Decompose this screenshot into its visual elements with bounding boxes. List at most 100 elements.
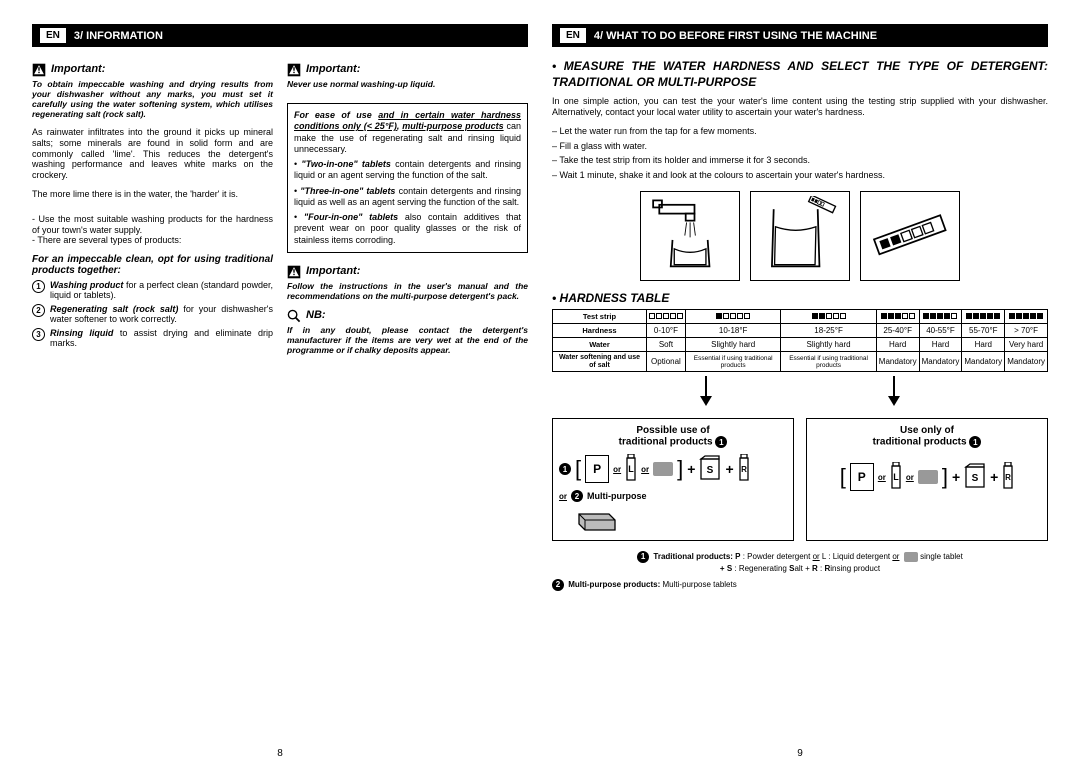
para-lime: The more lime there is in the water, the…	[32, 189, 273, 200]
item-regen-salt: 2 Regenerating salt (rock salt) for your…	[32, 304, 273, 324]
circled-1-icon: 1	[637, 551, 649, 563]
svg-text:L: L	[893, 472, 899, 482]
legend-line-1: 1 Traditional products: P : Powder deter…	[552, 551, 1048, 563]
item-1-text: Washing product for a perfect clean (sta…	[50, 280, 273, 300]
page-right: EN 4/ WHAT TO DO BEFORE FIRST USING THE …	[540, 24, 1060, 753]
circled-2-icon: 2	[571, 490, 583, 502]
svg-text:R: R	[1005, 473, 1011, 482]
page-left: EN 3/ INFORMATION Important: To obtain i…	[20, 24, 540, 753]
svg-text:L: L	[628, 464, 634, 474]
tablet-icon	[904, 552, 918, 562]
item-2-text: Regenerating salt (rock salt) for your d…	[50, 304, 273, 324]
left-columns: Important: To obtain impeccable washing …	[32, 59, 528, 363]
arrow-down-icon	[886, 376, 902, 408]
bottle-icon: L	[625, 454, 637, 484]
page-header-right: EN 4/ WHAT TO DO BEFORE FIRST USING THE …	[552, 24, 1048, 47]
legend-line-3: 2 Multi-purpose products: Multi-purpose …	[552, 579, 1048, 591]
arrows-row	[552, 372, 1048, 412]
svg-text:S: S	[972, 473, 979, 484]
header-title-right: 4/ WHAT TO DO BEFORE FIRST USING THE MAC…	[594, 30, 877, 42]
nb-block: NB:	[287, 309, 528, 323]
important-label-3: Important:	[306, 265, 360, 277]
main-heading: • MEASURE THE WATER HARDNESS AND SELECT …	[552, 59, 1048, 90]
options-row: Possible use of traditional products 1 1…	[552, 418, 1048, 541]
option-2-row: [ P or L or ] + S + R	[813, 462, 1041, 492]
svg-text:S: S	[707, 465, 714, 476]
important-block-3: Important:	[287, 265, 528, 279]
important-label-2: Important:	[306, 63, 360, 75]
page-header-left: EN 3/ INFORMATION	[32, 24, 528, 47]
option-box-possible: Possible use of traditional products 1 1…	[552, 418, 794, 541]
page-number-left: 8	[277, 748, 283, 759]
powder-box: P	[585, 455, 609, 483]
multipurpose-box: For ease of use and in certain water har…	[287, 103, 528, 253]
table-row-water: Water Soft Slightly hard Slightly hard H…	[553, 337, 1048, 351]
nb-label: NB:	[306, 309, 326, 321]
option-box-only: Use only of traditional products 1 [ P o…	[806, 418, 1048, 541]
left-col-1: Important: To obtain impeccable washing …	[32, 59, 273, 363]
powder-box: P	[850, 463, 874, 491]
circled-1-icon: 1	[715, 436, 727, 448]
item-washing-product: 1 Washing product for a perfect clean (s…	[32, 280, 273, 300]
bottle-r-icon: R	[738, 454, 750, 484]
important-body-1: To obtain impeccable washing and drying …	[32, 79, 273, 119]
bullet-suitable: - Use the most suitable washing products…	[32, 214, 273, 236]
step-1: – Let the water run from the tap for a f…	[552, 126, 1048, 137]
multi-label: Multi-purpose	[587, 491, 647, 501]
para-rainwater: As rainwater infiltrates into the ground…	[32, 127, 273, 181]
en-badge-left: EN	[40, 28, 66, 43]
th-test-strip: Test strip	[553, 309, 647, 323]
circled-number-1: 1	[32, 280, 45, 293]
box-two-in-one: • "Two-in-one" tablets contain detergent…	[294, 159, 521, 182]
illustration-strip	[860, 191, 960, 281]
legend: 1 Traditional products: P : Powder deter…	[552, 551, 1048, 591]
intro-text: In one simple action, you can test the y…	[552, 96, 1048, 118]
option-1-row-3: 2	[559, 504, 787, 534]
section-title-traditional: For an impeccable clean, opt for using t…	[32, 254, 273, 276]
step-3: – Take the test strip from its holder an…	[552, 155, 1048, 166]
important-block-1: Important:	[32, 63, 273, 77]
important-label-1: Important:	[51, 63, 105, 75]
step-4: – Wait 1 minute, shake it and look at th…	[552, 170, 1048, 181]
important-block-2: Important:	[287, 63, 528, 77]
step-2: – Fill a glass with water.	[552, 141, 1048, 152]
illustration-row	[552, 191, 1048, 281]
illustration-tap	[640, 191, 740, 281]
option-2-title: Use only of traditional products 1	[813, 425, 1041, 448]
circled-number-2: 2	[32, 304, 45, 317]
tablet-icon	[653, 462, 673, 476]
page-number-right: 9	[797, 748, 803, 759]
svg-text:R: R	[741, 465, 747, 474]
bottle-icon: L	[890, 462, 902, 492]
bullet-types: - There are several types of products:	[32, 235, 273, 246]
option-1-title: Possible use of traditional products 1	[559, 425, 787, 448]
option-1-row-1: 1 [ P or L or ] + S + R	[559, 454, 787, 484]
circled-1-icon: 1	[559, 463, 571, 475]
header-title-left: 3/ INFORMATION	[74, 30, 163, 42]
table-row-strip: Test strip	[553, 309, 1048, 323]
bottle-r-icon: R	[1002, 462, 1014, 492]
circled-number-3: 3	[32, 328, 45, 341]
table-row-hardness: Hardness 0-10°F 10-18°F 18-25°F 25-40°F …	[553, 323, 1048, 337]
box-intro: For ease of use and in certain water har…	[294, 110, 521, 154]
box-three-in-one: • "Three-in-one" tablets contain deterge…	[294, 186, 521, 209]
tablet-icon	[918, 470, 938, 484]
circled-2-icon: 2	[552, 579, 564, 591]
left-col-2: Important: Never use normal washing-up l…	[287, 59, 528, 363]
salt-box-icon: S	[699, 455, 721, 483]
warning-icon	[32, 63, 46, 77]
hardness-table-title: • HARDNESS TABLE	[552, 291, 1048, 305]
salt-box-icon: S	[964, 463, 986, 491]
important-body-3: Follow the instructions in the user's ma…	[287, 281, 528, 301]
table-row-salt: Water softening and use of salt Optional…	[553, 351, 1048, 371]
warning-icon	[287, 63, 301, 77]
important-body-2: Never use normal washing-up liquid.	[287, 79, 528, 89]
item-3-text: Rinsing liquid to assist drying and elim…	[50, 328, 273, 348]
magnifier-icon	[287, 309, 301, 323]
nb-body: If in any doubt, please contact the dete…	[287, 325, 528, 355]
hardness-table: Test strip Hardness 0-10°F 10-18°F 18-25…	[552, 309, 1048, 372]
box-four-in-one: • "Four-in-one" tablets also contain add…	[294, 212, 521, 246]
en-badge-right: EN	[560, 28, 586, 43]
warning-icon	[287, 265, 301, 279]
arrow-down-icon	[698, 376, 714, 408]
